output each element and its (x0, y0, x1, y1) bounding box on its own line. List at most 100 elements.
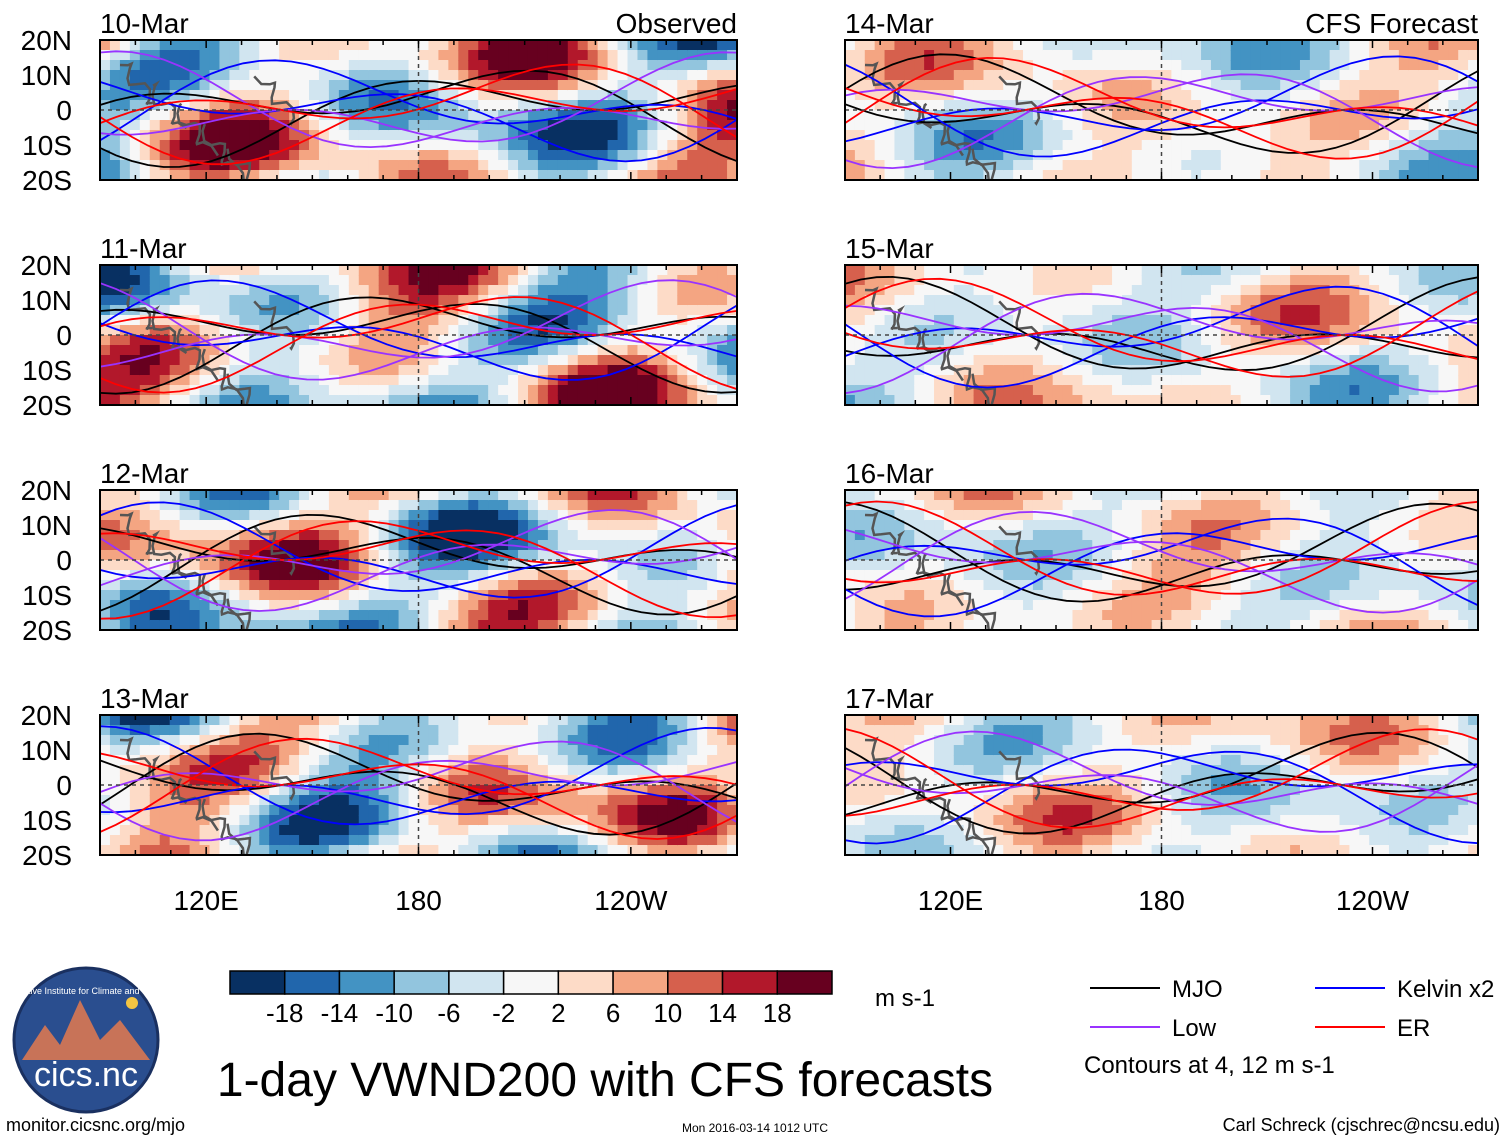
heat-cell (647, 795, 658, 806)
heat-cell (358, 285, 370, 296)
heat-cell (219, 610, 230, 621)
heat-cell (577, 610, 589, 621)
heat-cell (1042, 130, 1054, 141)
heat-cell (408, 490, 420, 501)
heat-cell (189, 70, 201, 81)
heat-cell (1309, 70, 1321, 81)
heat-cell (179, 305, 191, 316)
heat-cell (189, 725, 201, 736)
heat-cell (717, 610, 728, 621)
heat-cell (717, 265, 728, 276)
heat-cell (169, 80, 181, 91)
heat-cell (537, 130, 549, 141)
heat-cell (587, 375, 599, 386)
heat-cell (647, 805, 658, 816)
heat-cell (478, 775, 489, 786)
heat-cell (1161, 110, 1172, 121)
heat-cell (189, 80, 201, 91)
heat-cell (289, 530, 300, 541)
heat-cell (368, 50, 380, 61)
heat-cell (418, 570, 430, 581)
heat-cell (468, 560, 479, 571)
heat-cell (597, 530, 609, 541)
heat-cell (597, 785, 609, 796)
heat-cell (408, 110, 420, 121)
heat-cell (894, 120, 905, 131)
heat-cell (119, 825, 131, 836)
heat-cell (438, 745, 449, 756)
heat-cell (219, 795, 230, 806)
heat-cell (488, 385, 499, 396)
heat-cell (667, 395, 678, 405)
heat-cell (239, 80, 250, 91)
heat-cell (697, 375, 708, 386)
heat-cell (597, 550, 609, 561)
heat-cell (707, 590, 718, 601)
coastline (253, 750, 296, 801)
heat-cell (567, 815, 579, 826)
heat-cell (139, 765, 151, 776)
heat-cell (527, 90, 539, 101)
heat-cell (717, 530, 728, 541)
heat-cell (993, 80, 1004, 91)
heat-cell (438, 600, 449, 611)
heat-cell (667, 580, 678, 591)
heat-cell (229, 805, 240, 816)
heat-cell (1112, 80, 1123, 91)
heat-cell (953, 265, 965, 276)
heat-cell (1468, 170, 1478, 180)
heat-cell (299, 620, 310, 630)
heat-cell (249, 130, 260, 141)
heat-cell (1250, 140, 1262, 151)
heat-cell (527, 365, 539, 376)
heat-cell (627, 40, 639, 51)
heat-cell (418, 520, 430, 531)
heat-cell (518, 835, 529, 846)
heat-cell (289, 765, 300, 776)
heat-cell (299, 315, 310, 326)
heat-cell (1448, 150, 1459, 161)
heat-cell (894, 130, 905, 141)
heat-cell (577, 315, 589, 326)
heat-cell (448, 40, 459, 51)
heat-cell (637, 765, 649, 776)
heat-cell (1161, 40, 1172, 51)
heat-cell (119, 375, 131, 386)
heat-cell (119, 265, 131, 276)
heat-cell (537, 540, 549, 551)
heat-cell (914, 50, 925, 61)
heat-cell (169, 285, 181, 296)
heat-cell (677, 70, 688, 81)
heat-cell (239, 90, 250, 101)
heat-cell (109, 385, 121, 396)
heat-cell (129, 285, 141, 296)
heat-cell (1102, 80, 1113, 91)
heat-cell (1082, 120, 1093, 131)
heat-cell (428, 560, 439, 571)
heat-cell (1201, 40, 1212, 51)
heat-cell (1448, 120, 1459, 131)
heat-cell (498, 500, 509, 511)
heat-cell (388, 100, 400, 111)
heat-cell (309, 725, 320, 736)
heat-cell (458, 530, 469, 541)
heat-cell (518, 500, 529, 511)
heat-cell (309, 580, 320, 591)
heat-cell (1260, 80, 1271, 91)
heat-cell (378, 785, 390, 796)
heat-cell (169, 540, 181, 551)
heat-cell (358, 600, 370, 611)
heat-cell (617, 745, 629, 756)
heat-cell (119, 540, 131, 551)
heat-cell (269, 805, 280, 816)
heat-cell (627, 275, 639, 286)
heat-cell (1379, 110, 1390, 121)
heat-cell (498, 560, 509, 571)
heat-cell (328, 170, 340, 180)
heat-cell (299, 355, 310, 366)
heat-cell (1042, 170, 1054, 180)
heat-cell (527, 785, 539, 796)
heat-cell (973, 170, 985, 180)
heat-cell (1428, 100, 1440, 111)
heat-cell (338, 815, 350, 826)
